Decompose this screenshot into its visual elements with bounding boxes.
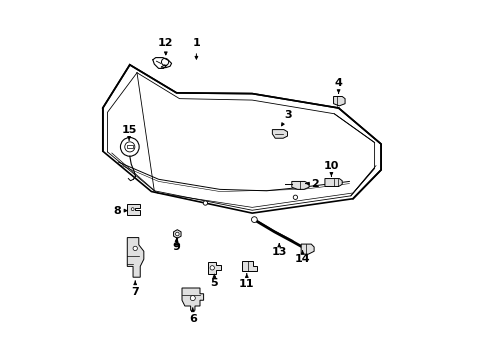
Text: 8: 8 [113,206,127,216]
Polygon shape [292,181,309,189]
Polygon shape [301,244,314,254]
Circle shape [125,142,135,152]
Text: 11: 11 [239,274,254,289]
Circle shape [190,296,196,301]
Polygon shape [173,230,181,238]
Circle shape [121,138,139,156]
Text: 4: 4 [335,78,343,93]
Polygon shape [325,179,342,186]
Circle shape [210,266,215,270]
Text: 10: 10 [324,161,339,176]
Polygon shape [182,288,204,310]
Text: 14: 14 [295,251,310,264]
Polygon shape [127,238,144,277]
Circle shape [293,195,297,199]
Polygon shape [127,204,140,215]
Polygon shape [272,130,288,138]
Polygon shape [208,262,221,274]
Polygon shape [334,96,345,106]
Circle shape [203,201,208,205]
Polygon shape [103,65,381,213]
Text: 7: 7 [131,281,139,297]
Circle shape [131,208,134,211]
Text: 2: 2 [306,179,319,189]
Circle shape [133,246,137,251]
Polygon shape [242,261,257,271]
Circle shape [175,232,179,236]
Text: 9: 9 [172,238,180,252]
Text: 5: 5 [211,274,218,288]
Text: 1: 1 [193,38,200,59]
Text: 12: 12 [158,38,173,55]
Text: 6: 6 [189,308,197,324]
Text: 3: 3 [282,110,292,126]
Circle shape [251,217,257,222]
Text: 13: 13 [271,244,287,257]
Text: 15: 15 [122,125,137,140]
